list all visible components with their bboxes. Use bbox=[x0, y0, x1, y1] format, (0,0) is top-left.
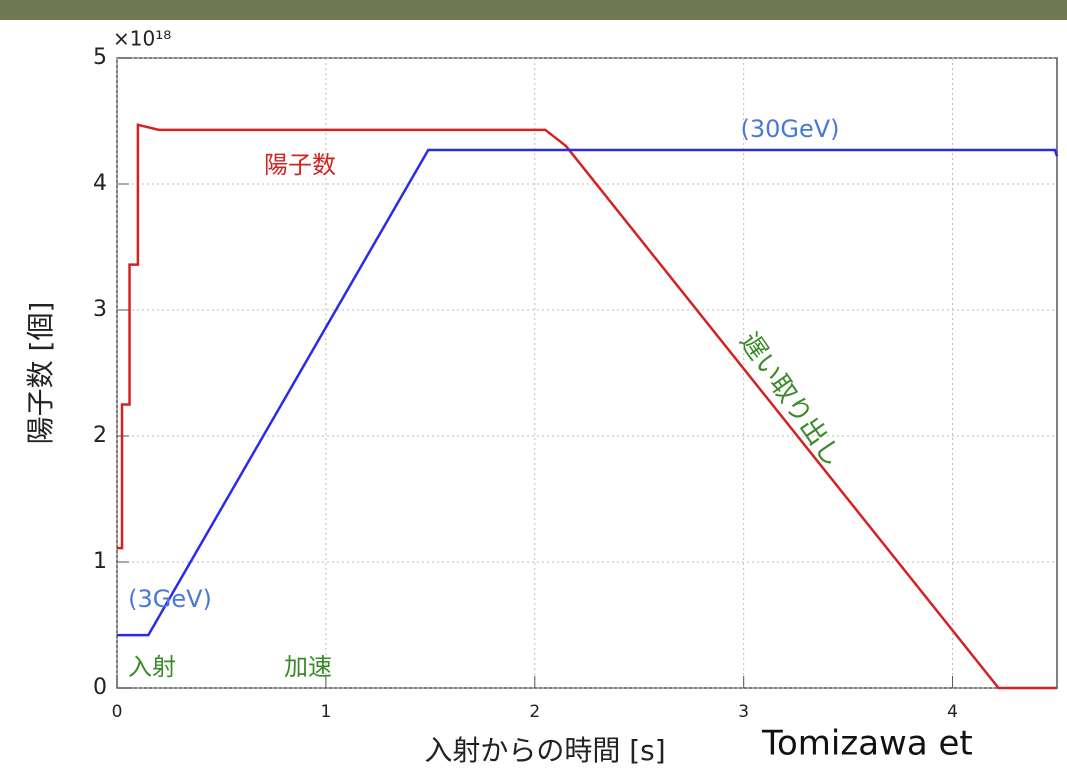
credit: Tomizawa et bbox=[761, 724, 973, 764]
x-tick-label: 3 bbox=[738, 702, 749, 722]
y-axis-label: 陽子数 [個] bbox=[24, 302, 57, 445]
annotation: (3GeV) bbox=[128, 585, 212, 613]
y-tick-label: 0 bbox=[93, 675, 107, 700]
series-label: 陽子数 bbox=[264, 151, 336, 179]
photo-strip bbox=[0, 0, 1067, 20]
y-tick-label: 2 bbox=[93, 423, 107, 448]
y-tick-label: 5 bbox=[93, 45, 107, 70]
y-tick-label: 4 bbox=[93, 171, 107, 196]
x-tick-label: 2 bbox=[529, 702, 540, 722]
y-tick-label: 3 bbox=[93, 297, 107, 322]
annotation: 入射 bbox=[128, 653, 176, 681]
x-tick-label: 4 bbox=[947, 702, 958, 722]
x-tick-label: 1 bbox=[320, 702, 331, 722]
y-tick-label: 1 bbox=[93, 549, 107, 574]
plot-frame bbox=[116, 57, 1058, 689]
x-tick-label: 0 bbox=[112, 702, 123, 722]
series-line bbox=[117, 123, 1057, 690]
x-axis-label: 入射からの時間 [s] bbox=[424, 734, 665, 767]
annotation: 加速 bbox=[284, 653, 332, 681]
y-multiplier: ×10¹⁸ bbox=[113, 27, 171, 51]
series-line bbox=[117, 148, 1059, 637]
annotation: 遅い取り出し bbox=[733, 327, 847, 472]
annotation: (30GeV) bbox=[740, 115, 839, 143]
